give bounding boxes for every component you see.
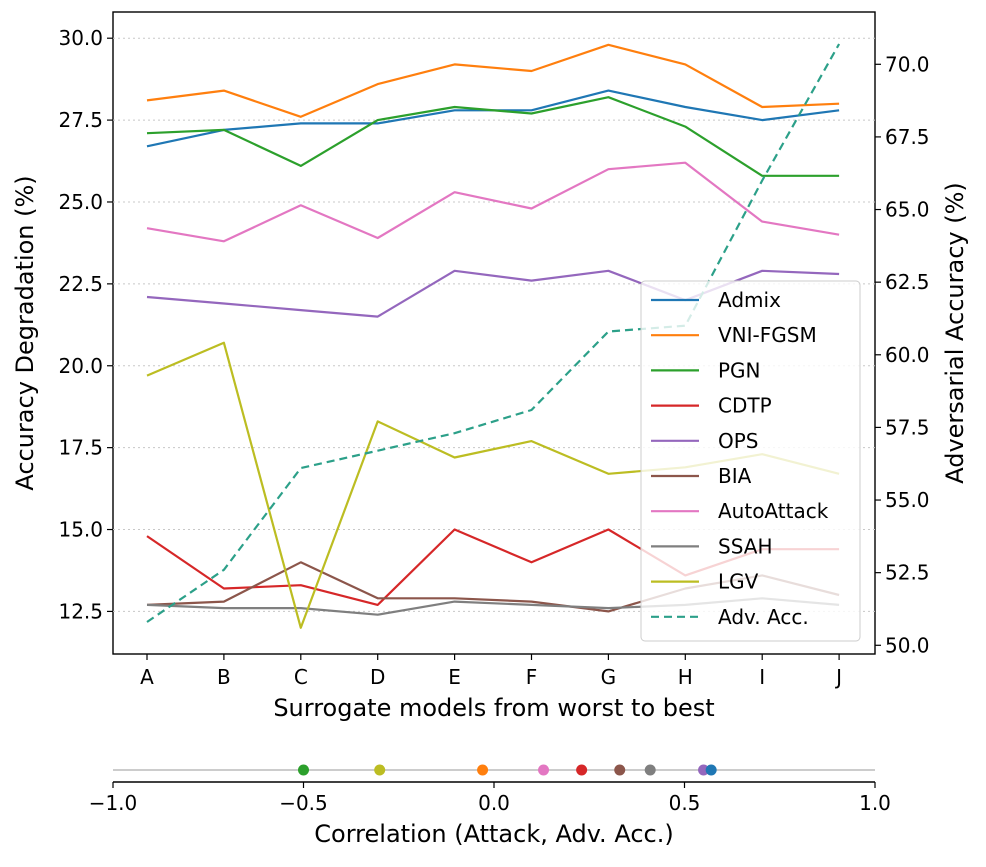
series-line-pgn <box>146 96 840 177</box>
correlation-ticks: −1.0 −0.5 0.0 0.5 1.0 <box>89 782 891 815</box>
y-tick-label: 22.5 <box>58 272 103 296</box>
x-axis-label: Surrogate models from worst to best <box>273 694 714 722</box>
y2-tick-label: 65.0 <box>885 198 930 222</box>
y-axis-right: 50.0 52.5 55.0 57.5 60.0 62.5 65.0 67.5 70.0 <box>875 52 930 657</box>
correlation-tick-label: 1.0 <box>859 791 891 815</box>
y-tick-label: 17.5 <box>58 436 103 460</box>
y-tick-label: 25.0 <box>58 190 103 214</box>
y2-tick-label: 70.0 <box>885 52 930 76</box>
series-line-autoattack <box>146 161 840 243</box>
x-tick-label: E <box>448 665 461 689</box>
correlation-point-vni-fgsm <box>477 764 489 776</box>
y-axis-left: 12.5 15.0 17.5 20.0 22.5 25.0 27.5 30.0 <box>58 26 113 623</box>
x-tick-label: F <box>526 665 538 689</box>
legend-label: CDTP <box>718 394 772 418</box>
y-axis-label-left: Accuracy Degradation (%) <box>11 175 39 490</box>
legend-label: Adv. Acc. <box>718 605 809 629</box>
legend-label: OPS <box>718 429 759 453</box>
correlation-tick-label: 0.0 <box>478 791 510 815</box>
x-tick-label: G <box>601 665 617 689</box>
x-tick-label: D <box>370 665 385 689</box>
correlation-tick-label: −1.0 <box>89 791 138 815</box>
correlation-point-ops <box>698 764 710 776</box>
legend-label: VNI-FGSM <box>718 323 817 347</box>
legend-label: LGV <box>718 570 759 594</box>
x-tick-label: B <box>217 665 231 689</box>
legend-label: SSAH <box>718 534 772 558</box>
y-tick-label: 27.5 <box>58 108 103 132</box>
legend-label: PGN <box>718 358 761 382</box>
y2-tick-label: 60.0 <box>885 343 930 367</box>
y2-tick-label: 55.0 <box>885 488 930 512</box>
correlation-tick-label: 0.5 <box>669 791 701 815</box>
y2-tick-label: 57.5 <box>885 415 930 439</box>
correlation-point-admix <box>705 764 717 776</box>
correlation-point-bia <box>614 764 626 776</box>
correlation-point-ssah <box>644 764 656 776</box>
x-axis-categories: A B C D E F G H I J <box>140 654 842 689</box>
legend-label: AutoAttack <box>718 499 829 523</box>
legend: Admix VNI-FGSM PGN CDTP OPS BIA AutoAttack SSAH… <box>640 280 861 642</box>
x-tick-label: A <box>140 665 154 689</box>
y-tick-label: 30.0 <box>58 26 103 50</box>
correlation-point-cdtp <box>576 764 588 776</box>
y2-tick-label: 50.0 <box>885 633 930 657</box>
y-tick-label: 20.0 <box>58 354 103 378</box>
legend-label: BIA <box>718 464 752 488</box>
correlation-point-pgn <box>298 764 309 776</box>
x-tick-label: I <box>759 665 765 689</box>
y-tick-label: 12.5 <box>58 599 103 623</box>
y-axis-label-right: Adversarial Accuracy (%) <box>941 182 969 484</box>
correlation-axis-label: Correlation (Attack, Adv. Acc.) <box>314 820 673 848</box>
correlation-point-lgv <box>374 764 386 776</box>
x-tick-label: J <box>834 665 842 689</box>
correlation-point-autoattack <box>538 764 550 776</box>
series-line-adv-acc- <box>146 43 841 623</box>
y2-tick-label: 62.5 <box>885 270 930 294</box>
correlation-tick-label: −0.5 <box>279 791 328 815</box>
y2-tick-label: 67.5 <box>885 125 930 149</box>
correlation-points <box>298 764 717 776</box>
y-tick-label: 15.0 <box>58 518 103 542</box>
x-tick-label: C <box>294 665 308 689</box>
x-tick-label: H <box>678 665 693 689</box>
y2-tick-label: 52.5 <box>885 561 930 585</box>
legend-label: Admix <box>718 288 781 312</box>
series-line-vni-fgsm <box>146 43 840 118</box>
